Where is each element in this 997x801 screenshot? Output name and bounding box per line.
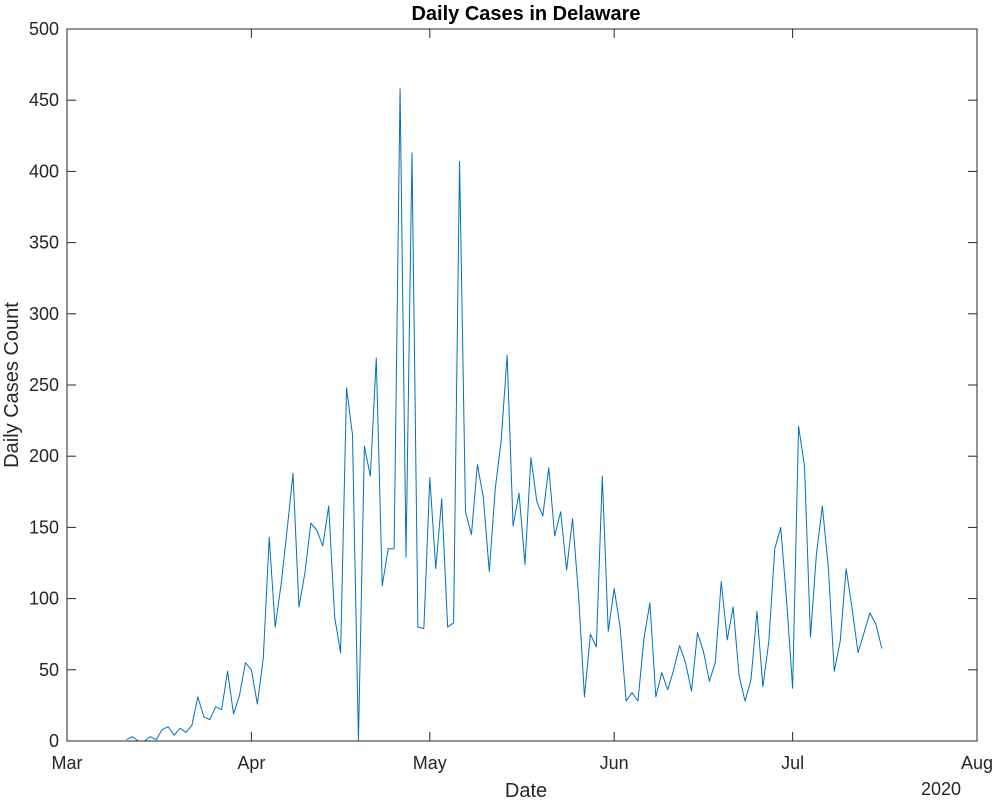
x-tick-label: May xyxy=(413,753,447,773)
y-tick-label: 50 xyxy=(39,660,59,680)
x-tick-label: Apr xyxy=(237,753,265,773)
x-tick-label: Jun xyxy=(600,753,629,773)
plot-area xyxy=(67,29,977,741)
x-tick-label: Jul xyxy=(781,753,804,773)
chart-title: Daily Cases in Delaware xyxy=(411,3,640,25)
x-tick-label: Aug xyxy=(961,753,993,773)
y-axis-label: Daily Cases Count xyxy=(1,302,23,468)
axis-tick-labels: 0 50 100 150 200 250 300 350 400 450 500 Mar Apr May J… xyxy=(29,19,993,773)
y-tick-label: 200 xyxy=(29,446,59,466)
y-tick-label: 400 xyxy=(29,161,59,181)
y-tick-label: 500 xyxy=(29,19,59,39)
series-line-daily-cases xyxy=(126,88,883,742)
y-tick-label: 250 xyxy=(29,375,59,395)
y-tick-label: 100 xyxy=(29,589,59,609)
x-axis-label: Date xyxy=(505,780,547,801)
y-tick-label: 300 xyxy=(29,304,59,324)
y-tick-label: 150 xyxy=(29,517,59,537)
y-tick-label: 0 xyxy=(49,731,59,751)
x-axis-year-label: 2020 xyxy=(921,779,961,799)
plot-frame xyxy=(66,28,978,742)
y-tick-label: 350 xyxy=(29,233,59,253)
y-tick-label: 450 xyxy=(29,90,59,110)
x-tick-label: Mar xyxy=(52,753,83,773)
